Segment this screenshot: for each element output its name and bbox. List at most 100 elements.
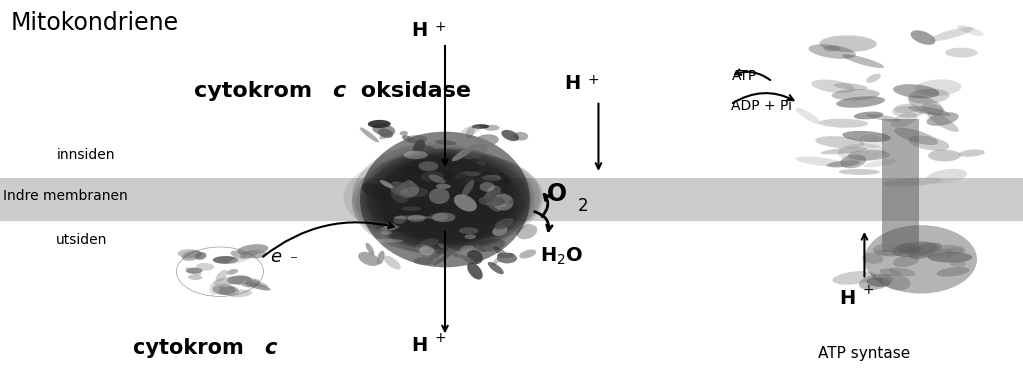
Bar (882, 119, 919, 252)
Ellipse shape (213, 256, 238, 264)
Ellipse shape (479, 196, 505, 206)
Ellipse shape (362, 182, 388, 200)
Ellipse shape (928, 252, 973, 263)
Ellipse shape (384, 154, 510, 248)
Ellipse shape (182, 250, 203, 261)
Ellipse shape (384, 223, 396, 230)
Ellipse shape (435, 140, 456, 145)
Ellipse shape (499, 173, 509, 185)
Ellipse shape (927, 112, 959, 132)
Bar (0, 178, 1023, 221)
Ellipse shape (380, 180, 393, 188)
Ellipse shape (480, 182, 495, 192)
Ellipse shape (360, 127, 380, 142)
Text: 2: 2 (578, 197, 588, 215)
Ellipse shape (375, 154, 543, 239)
Ellipse shape (866, 114, 901, 122)
Ellipse shape (382, 158, 522, 241)
Ellipse shape (227, 269, 238, 275)
Ellipse shape (514, 132, 528, 141)
Ellipse shape (494, 218, 514, 229)
Ellipse shape (392, 157, 520, 246)
Ellipse shape (882, 274, 910, 290)
Ellipse shape (404, 151, 428, 159)
Ellipse shape (910, 30, 935, 45)
Ellipse shape (908, 95, 943, 115)
Ellipse shape (491, 253, 505, 266)
Ellipse shape (380, 132, 391, 139)
Ellipse shape (377, 155, 530, 250)
Ellipse shape (840, 154, 866, 168)
Ellipse shape (461, 180, 475, 197)
Ellipse shape (880, 268, 901, 276)
Ellipse shape (461, 125, 481, 135)
Ellipse shape (897, 247, 918, 254)
Text: Indre membranen: Indre membranen (3, 189, 128, 203)
Ellipse shape (185, 267, 202, 276)
Ellipse shape (930, 27, 973, 41)
Ellipse shape (454, 194, 477, 212)
Ellipse shape (838, 144, 886, 161)
Ellipse shape (842, 54, 884, 68)
Ellipse shape (401, 206, 421, 211)
Ellipse shape (832, 89, 880, 100)
Ellipse shape (460, 171, 481, 176)
Ellipse shape (864, 225, 977, 293)
Ellipse shape (475, 134, 499, 146)
Text: ⁻: ⁻ (290, 253, 298, 268)
Ellipse shape (377, 152, 540, 241)
Ellipse shape (400, 187, 429, 197)
Ellipse shape (219, 283, 230, 287)
Ellipse shape (390, 181, 407, 196)
Ellipse shape (403, 166, 422, 176)
Ellipse shape (413, 139, 426, 152)
Ellipse shape (406, 135, 428, 143)
Ellipse shape (950, 261, 966, 267)
Text: cytokrom: cytokrom (194, 81, 320, 101)
Ellipse shape (476, 177, 497, 183)
Ellipse shape (431, 171, 455, 179)
Ellipse shape (210, 282, 220, 295)
Text: Mitokondriene: Mitokondriene (10, 11, 178, 35)
Ellipse shape (894, 104, 920, 113)
Text: innsiden: innsiden (56, 149, 115, 163)
Ellipse shape (486, 202, 506, 207)
Ellipse shape (484, 125, 499, 131)
Ellipse shape (196, 263, 215, 271)
Ellipse shape (811, 79, 855, 93)
Ellipse shape (230, 250, 248, 258)
Ellipse shape (848, 150, 890, 160)
Ellipse shape (520, 249, 536, 258)
Ellipse shape (361, 149, 527, 249)
Ellipse shape (908, 242, 942, 259)
Ellipse shape (363, 148, 503, 249)
Ellipse shape (465, 127, 475, 138)
Ellipse shape (866, 74, 881, 83)
Ellipse shape (227, 276, 252, 285)
Text: cytokrom: cytokrom (133, 338, 251, 358)
Text: +: + (435, 331, 446, 345)
Text: H$_2$O: H$_2$O (540, 246, 583, 268)
Ellipse shape (436, 184, 451, 189)
Ellipse shape (420, 238, 439, 247)
Ellipse shape (384, 256, 401, 270)
Ellipse shape (862, 253, 884, 264)
Ellipse shape (927, 169, 967, 184)
Ellipse shape (915, 79, 962, 96)
Text: O: O (547, 182, 568, 206)
Ellipse shape (360, 132, 530, 268)
Text: H: H (411, 336, 428, 355)
Ellipse shape (908, 136, 949, 151)
Ellipse shape (486, 185, 501, 199)
Ellipse shape (419, 245, 439, 264)
Ellipse shape (937, 267, 970, 277)
Ellipse shape (244, 282, 270, 291)
Ellipse shape (186, 268, 203, 274)
Ellipse shape (492, 225, 507, 236)
Ellipse shape (397, 180, 410, 192)
Ellipse shape (827, 160, 859, 168)
Ellipse shape (891, 112, 918, 128)
Ellipse shape (842, 131, 891, 142)
Ellipse shape (819, 35, 877, 52)
Ellipse shape (387, 150, 519, 244)
